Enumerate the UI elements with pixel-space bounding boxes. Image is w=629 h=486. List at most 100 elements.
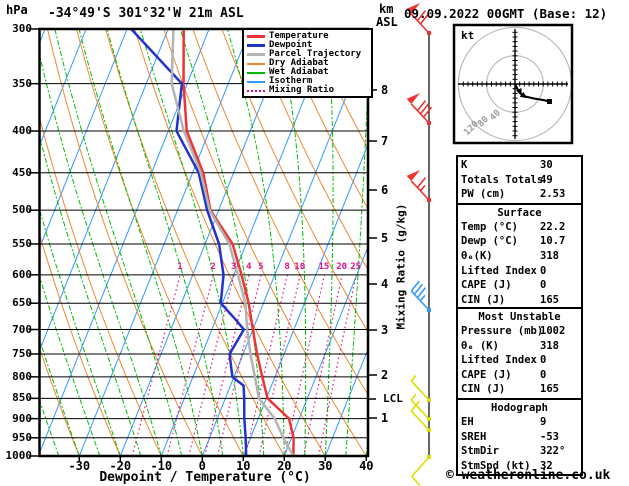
lcl-label: LCL	[383, 392, 403, 405]
x-axis-label: Dewpoint / Temperature (°C)	[99, 470, 311, 485]
row-label: Temp (°C)	[461, 220, 518, 233]
pressure-tick-label: 400	[12, 124, 32, 137]
pressure-tick-label: 900	[12, 411, 32, 425]
pressure-tick-label: 850	[12, 391, 32, 405]
table-row: K 30	[461, 158, 578, 173]
mixing-ratio-value-label: 3	[231, 262, 237, 272]
row-label: Lifted Index	[461, 264, 537, 277]
mixing-ratio-value-label: 5	[258, 262, 264, 272]
row-label: Totals Totals	[461, 173, 544, 186]
row-value: 322°	[540, 445, 566, 458]
row-label: θₑ (K)	[461, 339, 499, 352]
station-title: -34°49'S 301°32'W 21m ASL	[48, 6, 244, 21]
legend-box: Temperature Dewpoint Parcel Trajectory Dry …	[242, 28, 373, 98]
legend-swatch-dewpoint	[247, 44, 265, 47]
legend-item: Dry Adiabat	[247, 59, 371, 68]
pressure-tick-label: 350	[12, 76, 32, 90]
mixing-ratio-value-label: 4	[246, 262, 252, 272]
pressure-unit-label: hPa	[6, 3, 28, 17]
pressure-tick-label: 1000	[5, 449, 33, 462]
mixing-ratio-axis-label: Mixing Ratio (g/kg)	[394, 203, 408, 330]
row-label: PW (cm)	[461, 188, 506, 201]
table-row: SREH -53	[461, 430, 578, 445]
km-tick-label: 7	[381, 134, 389, 148]
km-tick-label: 1	[381, 411, 389, 425]
table-row: EH 9	[461, 415, 578, 430]
row-value: 0	[540, 354, 547, 367]
unstable-hodograph-table: Most Unstable Pressure (mb) 1002 θₑ (K) 318…	[456, 307, 583, 477]
temp-tick-label: -10	[150, 459, 173, 473]
km-tick-label: 2	[381, 368, 389, 382]
temp-tick-label: 0	[198, 459, 206, 473]
hodograph-section-title: Hodograph	[491, 401, 548, 414]
pressure-tick-label: 550	[12, 237, 32, 250]
row-label: CIN (J)	[461, 293, 506, 306]
row-label: Pressure (mb)	[461, 325, 544, 337]
legend-item: Mixing Ratio	[247, 86, 371, 95]
svg-text:40: 40	[488, 108, 503, 123]
row-value: 0	[540, 279, 547, 292]
row-value: 30	[540, 159, 553, 171]
row-label: CAPE (J)	[461, 368, 512, 381]
altitude-unit-km: km	[379, 2, 394, 16]
row-label: θₑ(K)	[461, 249, 493, 262]
legend-swatch-temperature	[247, 35, 265, 38]
surface-rows: Temp (°C) 22.2 Dewp (°C) 10.7 θₑ(K) 318 Lifted…	[461, 220, 578, 308]
table-row: CIN (J) 165	[461, 293, 578, 308]
legend-label: Parcel Trajectory	[269, 49, 362, 59]
mixing-ratio-value-label: 1	[177, 262, 183, 272]
pressure-tick-label: 700	[12, 322, 32, 336]
table-row: PW (cm) 2.53	[461, 187, 578, 202]
legend-label: Temperature	[269, 31, 329, 41]
table-row: Temp (°C) 22.2	[461, 220, 578, 235]
table-row: Dewp (°C) 10.7	[461, 234, 578, 249]
legend-item: Temperature	[247, 32, 371, 41]
legend-swatch-dry-adiabat	[247, 62, 265, 65]
table-row: StmDir 322°	[461, 444, 578, 459]
legend-swatch-parcel-trajectory	[247, 53, 265, 56]
pressure-tick-label: 950	[12, 430, 32, 444]
mixing-ratio-value-label: 10	[294, 262, 306, 272]
mixing-ratio-value-label: 25	[350, 262, 362, 272]
pressure-tick-label: 800	[12, 369, 32, 383]
altitude-unit-asl: ASL	[376, 15, 398, 29]
pressure-tick-label: 600	[12, 267, 32, 281]
pressure-tick-label: 650	[12, 296, 32, 310]
mixing-ratio-value-label: 2	[210, 262, 216, 272]
legend-label: Dewpoint	[269, 40, 313, 50]
most-unstable-section: Most Unstable Pressure (mb) 1002 θₑ (K) 318…	[458, 309, 581, 398]
row-label: CAPE (J)	[461, 279, 512, 292]
row-label: StmDir	[461, 445, 499, 458]
table-row: CAPE (J) 0	[461, 368, 578, 383]
legend-swatch-wet-adiabat	[247, 71, 265, 74]
row-value: 318	[540, 249, 559, 262]
legend-item: Parcel Trajectory	[247, 50, 371, 59]
table-row: Totals Totals 49	[461, 173, 578, 188]
row-value: 9	[540, 415, 547, 428]
row-value: 22.2	[540, 220, 566, 233]
pressure-tick-label: 450	[12, 165, 32, 179]
table-row: CIN (J) 165	[461, 382, 578, 397]
hodograph-stats-rows: EH 9 SREH -53 StmDir 322° StmSpd (kt) 32	[461, 415, 578, 473]
row-value: 49	[540, 173, 553, 186]
row-value: 318	[540, 339, 559, 352]
legend-swatch-mixing-ratio	[247, 89, 265, 92]
table-row: θₑ(K) 318	[461, 249, 578, 264]
legend-swatch-isotherm	[247, 80, 265, 83]
surface-section: Surface Temp (°C) 22.2 Dewp (°C) 10.7 θₑ(K) 3…	[458, 202, 581, 309]
row-value: 10.7	[540, 235, 566, 248]
row-value: 165	[540, 383, 559, 396]
mixing-ratio-value-label: 20	[336, 262, 348, 272]
row-value: 2.53	[540, 188, 566, 201]
row-label: K	[461, 159, 468, 171]
km-tick-label: 5	[381, 231, 389, 245]
row-value: -53	[540, 430, 559, 443]
temp-tick-label: 40	[359, 459, 374, 473]
row-label: EH	[461, 415, 474, 428]
table-row: Pressure (mb) 1002	[461, 324, 578, 339]
temp-tick-label: -20	[109, 459, 132, 473]
most-unstable-section-title: Most Unstable	[478, 311, 561, 323]
table-row: CAPE (J) 0	[461, 278, 578, 293]
